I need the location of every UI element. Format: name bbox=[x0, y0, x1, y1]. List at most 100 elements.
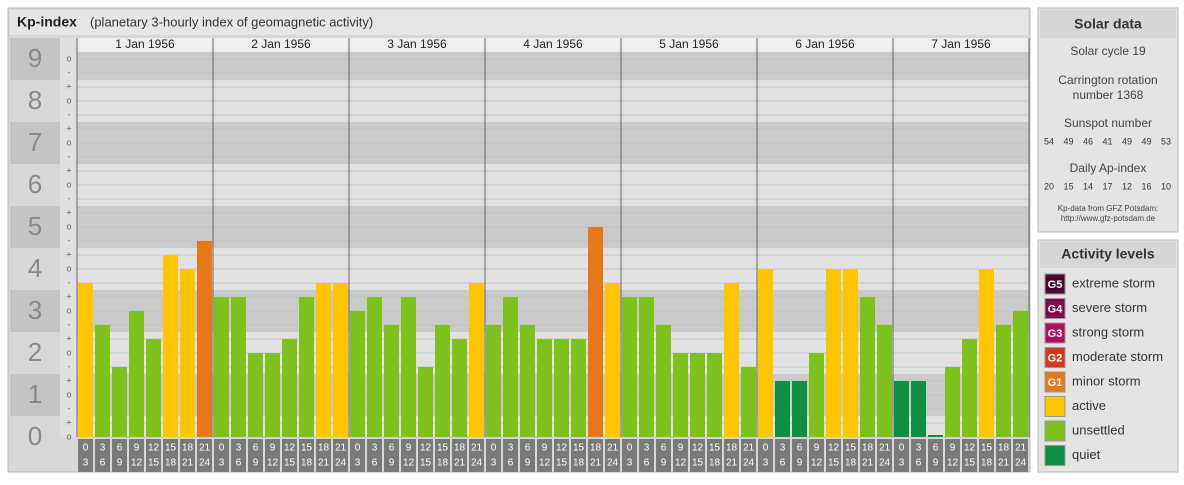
interval-cell bbox=[588, 439, 603, 472]
bar bbox=[894, 381, 909, 437]
chart-subtitle: (planetary 3-hourly index of geomagnetic… bbox=[90, 14, 373, 29]
source: Kp-data from GFZ Potsdam: bbox=[1058, 204, 1158, 213]
minor-tick-label: + bbox=[66, 207, 71, 217]
minor-tick-label: o bbox=[66, 347, 71, 357]
interval-cell bbox=[673, 439, 688, 472]
interval-start: 3 bbox=[236, 443, 242, 454]
minor-tick-label: o bbox=[66, 389, 71, 399]
minor-tick-label: o bbox=[66, 179, 71, 189]
bar bbox=[486, 324, 501, 437]
legend-swatch bbox=[1044, 322, 1066, 344]
interval-end: 21 bbox=[726, 458, 738, 469]
interval-start: 6 bbox=[525, 443, 531, 454]
interval-start: 18 bbox=[998, 443, 1010, 454]
interval-cell bbox=[214, 439, 229, 472]
interval-start: 21 bbox=[199, 443, 211, 454]
bar bbox=[316, 282, 331, 437]
interval-start: 0 bbox=[83, 443, 89, 454]
ap-value: 17 bbox=[1102, 181, 1112, 191]
interval-start: 21 bbox=[471, 443, 483, 454]
band bbox=[77, 416, 1029, 437]
interval-end: 18 bbox=[437, 458, 449, 469]
title-bar bbox=[10, 10, 1028, 35]
minor-tick-label: - bbox=[68, 67, 71, 77]
interval-start: 12 bbox=[692, 443, 704, 454]
legend-swatch bbox=[1044, 347, 1066, 368]
interval-start: 18 bbox=[318, 443, 330, 454]
date-label: 2 Jan 1956 bbox=[251, 37, 311, 51]
minor-tick-label: o bbox=[66, 53, 71, 63]
bar bbox=[996, 324, 1011, 437]
interval-cell bbox=[843, 439, 858, 472]
interval-end: 15 bbox=[692, 458, 704, 469]
interval-end: 21 bbox=[182, 458, 194, 469]
bar bbox=[758, 269, 773, 437]
solar-header bbox=[1040, 10, 1176, 38]
interval-start: 0 bbox=[763, 443, 769, 454]
bar bbox=[452, 339, 467, 437]
legend-badge: G4 bbox=[1048, 303, 1064, 315]
interval-end: 21 bbox=[862, 458, 874, 469]
interval-cell bbox=[197, 439, 212, 472]
interval-end: 18 bbox=[709, 458, 721, 469]
plot: 0123456789o+-o+-o+-o+-o+-o+-o+-o+-o+-o1 … bbox=[10, 37, 1030, 472]
interval-start: 3 bbox=[780, 443, 786, 454]
minor-tick-label: o bbox=[66, 137, 71, 147]
y-tick-label: 3 bbox=[28, 295, 42, 325]
date-label: 3 Jan 1956 bbox=[387, 37, 447, 51]
band bbox=[10, 290, 60, 332]
bar bbox=[775, 381, 790, 437]
interval-cell bbox=[639, 439, 654, 472]
interval-end: 3 bbox=[355, 458, 361, 469]
interval-cell bbox=[265, 439, 280, 472]
interval-cell bbox=[622, 439, 637, 472]
interval-cell bbox=[826, 439, 841, 472]
bar bbox=[299, 297, 314, 437]
interval-start: 6 bbox=[661, 443, 667, 454]
date-label: 4 Jan 1956 bbox=[523, 37, 583, 51]
legend-swatch bbox=[1044, 298, 1066, 319]
y-tick-label: 7 bbox=[28, 127, 42, 157]
minor-tick-label: + bbox=[66, 81, 71, 91]
bar bbox=[962, 339, 977, 437]
interval-start: 15 bbox=[573, 443, 585, 454]
interval-start: 9 bbox=[134, 443, 140, 454]
interval-end: 6 bbox=[100, 458, 106, 469]
interval-cell bbox=[996, 439, 1011, 472]
interval-cell bbox=[928, 439, 943, 472]
carrington: Carrington rotation bbox=[1058, 73, 1157, 87]
interval-cell bbox=[452, 439, 467, 472]
interval-start: 12 bbox=[284, 443, 296, 454]
interval-start: 12 bbox=[964, 443, 976, 454]
bar bbox=[503, 297, 518, 437]
interval-start: 9 bbox=[678, 443, 684, 454]
interval-end: 18 bbox=[573, 458, 585, 469]
interval-end: 6 bbox=[916, 458, 922, 469]
interval-start: 6 bbox=[117, 443, 123, 454]
interval-start: 3 bbox=[508, 443, 514, 454]
bar bbox=[571, 339, 586, 437]
interval-end: 15 bbox=[148, 458, 160, 469]
bar bbox=[605, 282, 620, 437]
interval-end: 21 bbox=[998, 458, 1010, 469]
interval-start: 21 bbox=[335, 443, 347, 454]
y-tick-label: 0 bbox=[28, 421, 42, 451]
bar bbox=[418, 366, 433, 437]
interval-start: 9 bbox=[542, 443, 548, 454]
ap-value: 16 bbox=[1141, 181, 1151, 191]
interval-end: 3 bbox=[899, 458, 905, 469]
interval-cell bbox=[112, 439, 127, 472]
minor-column bbox=[60, 38, 77, 437]
minor-tick-label: - bbox=[68, 235, 71, 245]
interval-start: 6 bbox=[389, 443, 395, 454]
interval-cell bbox=[656, 439, 671, 472]
ap-title: Daily Ap-index bbox=[1070, 161, 1147, 175]
bar bbox=[843, 269, 858, 437]
bar bbox=[724, 282, 739, 437]
band bbox=[10, 374, 60, 416]
interval-end: 9 bbox=[661, 458, 667, 469]
bar bbox=[214, 297, 229, 437]
interval-start: 15 bbox=[301, 443, 313, 454]
interval-cell bbox=[78, 439, 93, 472]
interval-cell bbox=[435, 439, 450, 472]
